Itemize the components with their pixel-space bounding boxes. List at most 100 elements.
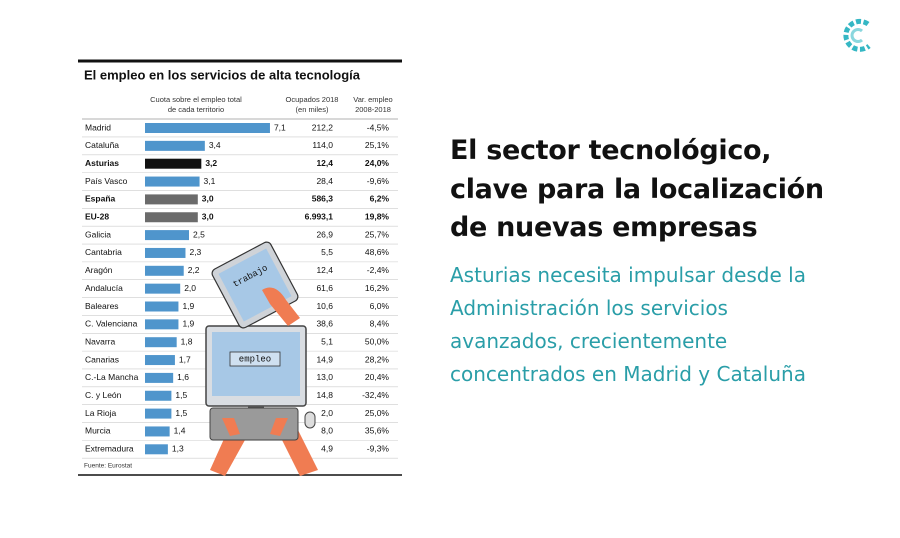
- screen-box: [229, 351, 281, 367]
- change: 24,0%: [365, 158, 390, 168]
- change: 28,2%: [365, 354, 390, 364]
- employed: 38,6: [316, 319, 333, 329]
- share-label: 2,5: [193, 229, 205, 239]
- region: C. Valenciana: [85, 319, 138, 329]
- bar: [145, 247, 186, 258]
- region: Murcia: [85, 426, 111, 436]
- change: -9,3%: [367, 444, 390, 454]
- region: La Rioja: [85, 408, 116, 418]
- change: 16,2%: [365, 283, 390, 293]
- change: 35,6%: [365, 426, 390, 436]
- employed: 8,0: [321, 426, 333, 436]
- bar: [145, 301, 179, 312]
- bar: [145, 283, 181, 294]
- employed: 12,4: [316, 158, 333, 168]
- bar: [145, 444, 168, 455]
- bar: [145, 372, 174, 383]
- bar: [145, 194, 198, 205]
- bar: [145, 176, 200, 187]
- bar: [145, 212, 198, 223]
- change: 25,7%: [365, 229, 390, 239]
- region: Madrid: [85, 122, 111, 132]
- region: Extremadura: [85, 444, 134, 454]
- change: -9,6%: [367, 176, 390, 186]
- bar: [145, 337, 177, 348]
- share-label: 2,0: [184, 283, 196, 293]
- employed: 5,5: [321, 247, 333, 257]
- region: C. y León: [85, 390, 122, 400]
- arm: [210, 430, 318, 476]
- share-label: 1,9: [182, 319, 194, 329]
- region: Cataluña: [85, 140, 119, 150]
- region: Galicia: [85, 229, 111, 239]
- infographic-title: El empleo en los servicios de alta tecno…: [84, 67, 361, 82]
- screen-text: empleo: [239, 354, 271, 364]
- tablet-hand: [262, 287, 300, 326]
- employed: 26,9: [316, 229, 333, 239]
- share-label: 1,9: [182, 301, 194, 311]
- share-label: 1,5: [175, 408, 187, 418]
- change: 8,4%: [370, 319, 390, 329]
- employed: 14,8: [316, 390, 333, 400]
- share-label: 1,3: [172, 444, 184, 454]
- change: -32,4%: [362, 390, 389, 400]
- column-header: Ocupados 2018: [286, 95, 339, 104]
- region: Navarra: [85, 336, 116, 346]
- employed: 586,3: [312, 194, 334, 204]
- employed: 13,0: [316, 372, 333, 382]
- change: 25,1%: [365, 140, 390, 150]
- share-label: 3,2: [205, 158, 217, 168]
- employed: 14,9: [316, 354, 333, 364]
- employed: 6.993,1: [305, 212, 334, 222]
- region: País Vasco: [85, 176, 128, 186]
- region: Baleares: [85, 301, 119, 311]
- bar: [145, 230, 189, 241]
- employed: 4,9: [321, 444, 333, 454]
- bar: [145, 140, 205, 151]
- change: 6,2%: [370, 194, 390, 204]
- bar: [145, 158, 202, 169]
- bar: [145, 265, 184, 276]
- employed: 12,4: [316, 265, 333, 275]
- region: Andalucía: [85, 283, 123, 293]
- bar: [145, 408, 172, 419]
- employed: 61,6: [316, 283, 333, 293]
- share-label: 7,1: [274, 122, 286, 132]
- share-label: 1,5: [175, 390, 187, 400]
- employed: 212,2: [312, 122, 334, 132]
- hands: [222, 418, 288, 436]
- change: 25,0%: [365, 408, 390, 418]
- region: España: [85, 194, 116, 204]
- bar: [145, 123, 270, 133]
- share-label: 1,4: [174, 426, 186, 436]
- mouse: [304, 411, 316, 429]
- bar: [145, 319, 179, 330]
- column-header: de cada territorio: [168, 105, 224, 114]
- column-header: Cuota sobre el empleo total: [150, 95, 242, 104]
- column-header: Var. empleo: [353, 95, 392, 104]
- change: 20,4%: [365, 372, 390, 382]
- headline: El sector tecnológico, clave para la loc…: [450, 135, 824, 243]
- column-header: (en miles): [296, 105, 329, 114]
- change: -2,4%: [367, 265, 390, 275]
- column-header: 2008-2018: [355, 105, 391, 114]
- employed: 2,0: [321, 408, 333, 418]
- bar: [145, 355, 175, 366]
- bar: [145, 390, 172, 401]
- share-label: 2,2: [188, 265, 200, 275]
- source: Fuente: Eurostat: [84, 463, 132, 470]
- employed: 28,4: [316, 176, 333, 186]
- region: Aragón: [85, 265, 113, 275]
- region: Cantabria: [85, 247, 122, 257]
- employed: 114,0: [312, 140, 333, 150]
- summary: Asturias necesita impulsar desde la Admi…: [450, 263, 806, 386]
- share-label: 3,0: [202, 194, 214, 204]
- share-label: 1,7: [179, 354, 191, 364]
- change: 50,0%: [365, 336, 390, 346]
- change: 19,8%: [365, 212, 390, 222]
- share-label: 3,0: [202, 212, 214, 222]
- employed: 5,1: [321, 336, 333, 346]
